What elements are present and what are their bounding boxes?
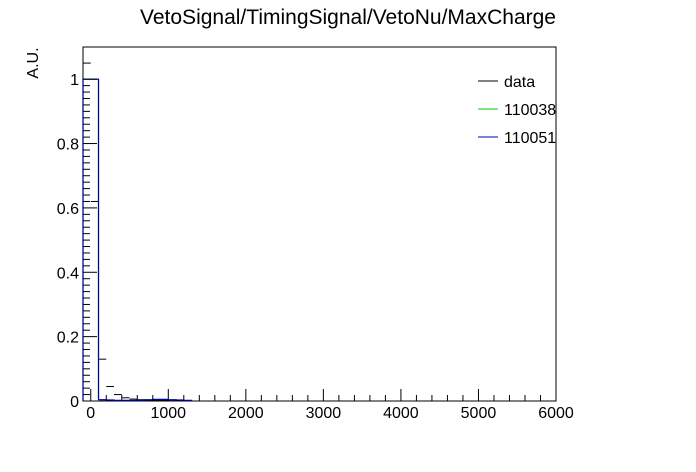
y-tick-label: 0.6 bbox=[57, 201, 79, 218]
plot-frame bbox=[82, 46, 557, 402]
x-tick-label: 6000 bbox=[538, 405, 574, 422]
x-tick-label: 1000 bbox=[150, 405, 186, 422]
chart-title: VetoSignal/TimingSignal/VetoNu/MaxCharge bbox=[140, 6, 556, 29]
x-tick-label: 4000 bbox=[383, 405, 419, 422]
x-tick-label: 3000 bbox=[306, 405, 342, 422]
x-tick-label: 0 bbox=[86, 405, 95, 422]
legend: data 110038 110051 bbox=[478, 74, 556, 147]
series-110051-histogram bbox=[82, 78, 193, 401]
y-axis-title: A.U. bbox=[25, 47, 42, 78]
legend-label: 110051 bbox=[504, 130, 556, 147]
series-layer bbox=[82, 62, 193, 402]
x-tick-label: 5000 bbox=[461, 405, 497, 422]
y-tick-label: 0 bbox=[70, 394, 79, 411]
x-axis: 0 1000 2000 3000 4000 5000 6000 bbox=[86, 389, 574, 422]
y-tick-label: 0.2 bbox=[57, 330, 79, 347]
legend-label: data bbox=[504, 74, 535, 91]
legend-label: 110038 bbox=[504, 102, 556, 119]
y-tick-label: 0.4 bbox=[57, 265, 79, 282]
y-tick-label: 1 bbox=[70, 72, 79, 89]
y-axis: 0 0.2 0.4 0.6 0.8 1 bbox=[57, 72, 97, 411]
y-axis-title-wrap: A.U. bbox=[25, 47, 42, 78]
x-tick-label: 2000 bbox=[228, 405, 264, 422]
y-tick-label: 0.8 bbox=[57, 137, 79, 154]
